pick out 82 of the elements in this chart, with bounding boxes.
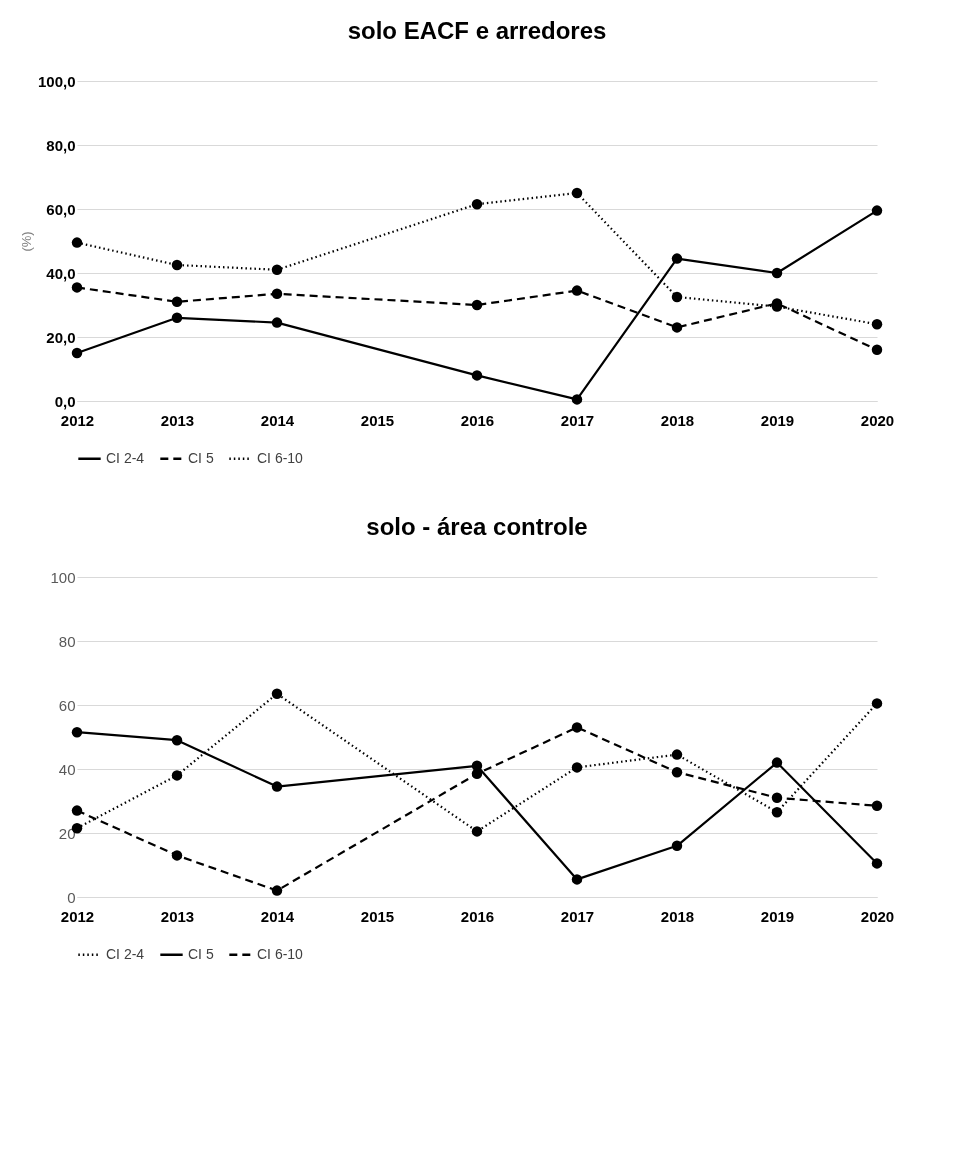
legend-label: CI 2-4 [106, 945, 145, 962]
point [671, 253, 683, 264]
y-tick-label: 0,0 [54, 392, 76, 410]
x-tick-label: 2015 [360, 907, 395, 925]
y-tick-label: 100 [50, 568, 76, 586]
x-tick-label: 2019 [760, 907, 795, 925]
point [871, 858, 883, 869]
x-tick-label: 2012 [60, 411, 95, 429]
x-tick-label: 2017 [560, 411, 595, 429]
x-tick-label: 2014 [260, 411, 295, 429]
y-tick-label: 40 [58, 760, 76, 778]
y-tick-label: 0 [67, 888, 76, 906]
point [171, 734, 183, 746]
point [671, 840, 683, 852]
point [471, 370, 483, 381]
x-tick-label: 2020 [860, 907, 895, 925]
point [671, 291, 683, 303]
point [171, 770, 183, 781]
x-tick-label: 2013 [160, 411, 195, 429]
legend-label: CI 5 [188, 449, 214, 466]
point [271, 288, 283, 300]
y-axis-title: (%) [18, 231, 34, 252]
chart-title: solo - área controle [366, 513, 588, 540]
point [471, 826, 483, 837]
point [271, 264, 283, 276]
point [71, 726, 83, 738]
point [771, 757, 783, 768]
legend-label: CI 6-10 [257, 449, 304, 466]
x-tick-label: 2013 [160, 907, 195, 925]
point [571, 187, 583, 199]
y-tick-label: 80 [58, 632, 76, 650]
x-tick-label: 2012 [60, 907, 95, 925]
x-tick-label: 2017 [560, 907, 595, 925]
point [471, 198, 483, 210]
x-tick-label: 2015 [360, 411, 395, 429]
point [571, 762, 583, 773]
point [271, 688, 283, 700]
y-tick-label: 40,0 [46, 264, 76, 282]
point [571, 722, 583, 733]
y-tick-label: 20,0 [46, 328, 76, 346]
point [771, 267, 783, 279]
point [71, 347, 83, 359]
point [871, 344, 883, 356]
point [171, 312, 183, 324]
x-tick-label: 2020 [860, 411, 895, 429]
y-tick-label: 100,0 [37, 72, 76, 90]
point [471, 768, 483, 780]
x-tick-label: 2018 [660, 907, 695, 925]
point [271, 885, 283, 896]
point [71, 282, 83, 293]
y-tick-label: 60 [58, 696, 76, 714]
point [71, 237, 83, 248]
chart-title: solo EACF e arredores [347, 17, 607, 44]
point [871, 800, 883, 812]
point [771, 792, 783, 804]
point [271, 781, 283, 792]
point [671, 749, 683, 760]
point [71, 805, 83, 816]
x-tick-label: 2019 [760, 411, 795, 429]
x-tick-label: 2016 [460, 411, 495, 429]
point [871, 698, 883, 709]
point [471, 299, 483, 311]
point [671, 322, 683, 333]
x-tick-label: 2016 [460, 907, 495, 925]
point [571, 285, 583, 296]
point [271, 317, 283, 328]
legend-label: CI 6-10 [257, 945, 304, 962]
legend-label: CI 2-4 [106, 449, 145, 466]
x-tick-label: 2018 [660, 411, 695, 429]
legend-label: CI 5 [188, 945, 214, 962]
point [571, 394, 583, 405]
point [771, 806, 783, 818]
point [171, 850, 183, 861]
y-tick-label: 60,0 [46, 200, 76, 218]
point [871, 318, 883, 330]
point [871, 205, 883, 216]
point [171, 296, 183, 308]
y-tick-label: 80,0 [46, 136, 76, 154]
point [671, 766, 683, 778]
x-tick-label: 2014 [260, 907, 295, 925]
point [571, 874, 583, 885]
point [171, 259, 183, 271]
